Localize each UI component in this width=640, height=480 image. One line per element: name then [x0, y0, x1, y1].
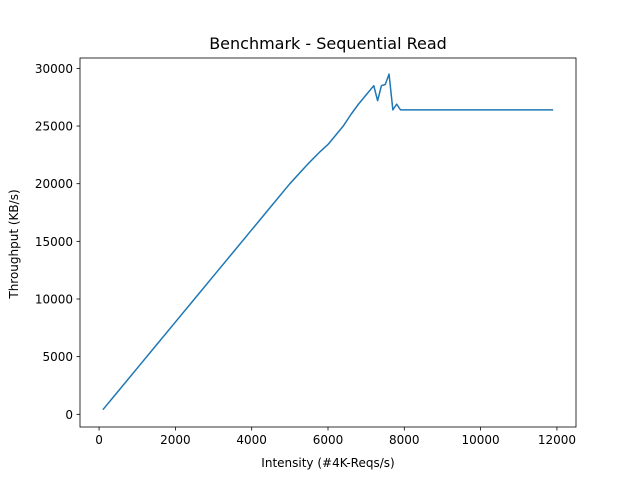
axes: 0 2000 4000 6000 8000 10000 12000 0 5000 10000 150… — [35, 57, 577, 447]
x-tick-label: 12000 — [538, 433, 576, 447]
y-tick-label: 15000 — [35, 235, 73, 249]
y-tick-label: 10000 — [35, 293, 73, 307]
x-tick-label: 2000 — [160, 433, 191, 447]
y-tick-label: 25000 — [35, 120, 73, 134]
chart-title: Benchmark - Sequential Read — [209, 34, 447, 53]
y-axis-label: Throughput (KB/s) — [7, 189, 21, 299]
x-tick-label: 8000 — [389, 433, 420, 447]
x-tick-label: 4000 — [236, 433, 267, 447]
x-tick-label: 0 — [95, 433, 103, 447]
y-tick-label: 0 — [65, 408, 73, 422]
y-tick-label: 20000 — [35, 177, 73, 191]
plot-frame — [79, 57, 577, 428]
x-tick-label: 10000 — [462, 433, 500, 447]
series-line-0 — [102, 73, 554, 411]
x-axis-label: Intensity (#4K-Reqs/s) — [261, 456, 394, 470]
y-tick-label: 5000 — [42, 350, 73, 364]
x-tick-label: 6000 — [313, 433, 344, 447]
plot-area — [102, 73, 554, 411]
y-tick-label: 30000 — [35, 62, 73, 76]
